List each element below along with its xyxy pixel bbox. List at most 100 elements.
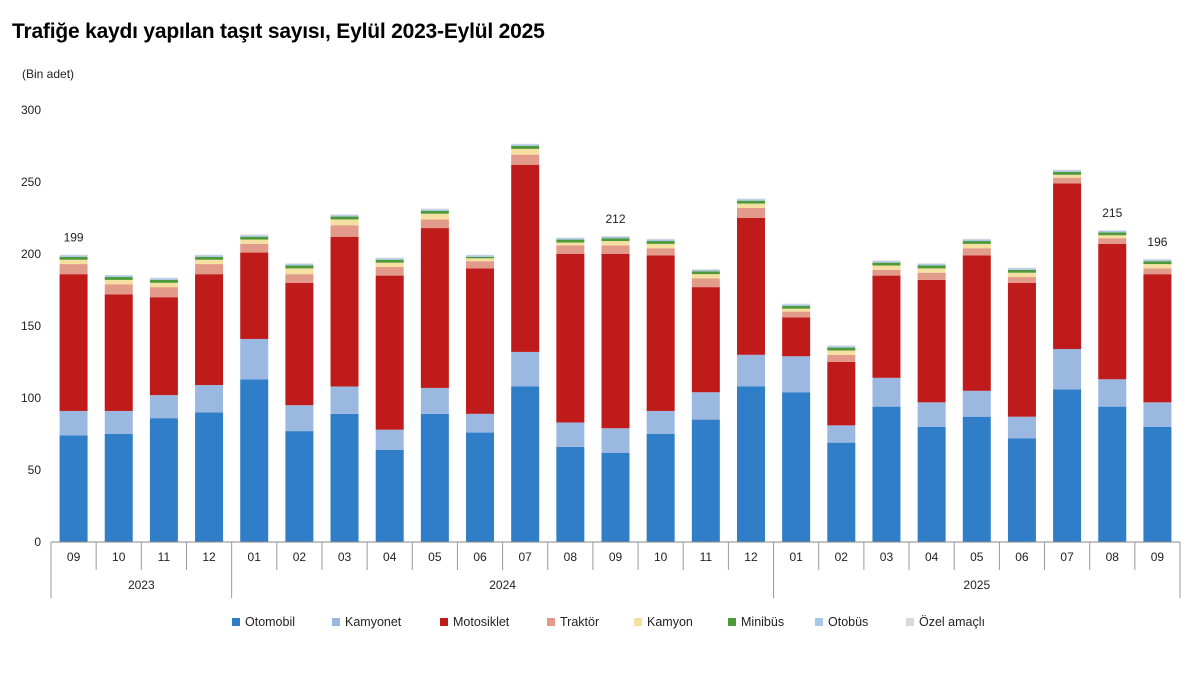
bar-segment--zel-ama-l- bbox=[782, 303, 811, 305]
bar-segment-minib-s bbox=[1007, 269, 1036, 273]
legend-label: Otomobil bbox=[245, 615, 296, 629]
legend-swatch bbox=[728, 618, 736, 626]
bar-segment-trakt-r bbox=[466, 261, 495, 269]
bar-segment-kamyonet bbox=[1143, 402, 1172, 427]
bar-segment-kamyon bbox=[782, 308, 811, 312]
bar-segment-kamyon bbox=[556, 242, 585, 246]
bar-segment--zel-ama-l- bbox=[827, 345, 856, 347]
x-tick-label: 11 bbox=[700, 550, 713, 564]
bar-segment-otob-s bbox=[736, 199, 765, 201]
bar-segment-motosiklet bbox=[782, 317, 811, 357]
bar-segment--zel-ama-l- bbox=[240, 234, 269, 236]
bar-segment-kamyonet bbox=[962, 390, 991, 417]
bar-segment-motosiklet bbox=[195, 274, 224, 386]
bar-segment-otomobil bbox=[420, 413, 449, 542]
bar-segment-kamyon bbox=[1053, 174, 1082, 178]
bar-segment-kamyonet bbox=[511, 351, 540, 387]
bar-segment-trakt-r bbox=[736, 207, 765, 218]
bar-segment-otob-s bbox=[1098, 230, 1127, 233]
legend-swatch bbox=[547, 618, 555, 626]
bar-segment-kamyonet bbox=[375, 429, 404, 450]
legend-swatch bbox=[906, 618, 914, 626]
bar-segment-minib-s bbox=[1098, 232, 1127, 236]
bar-segment-motosiklet bbox=[330, 236, 359, 387]
x-tick-label: 04 bbox=[383, 550, 397, 564]
bar-segment--zel-ama-l- bbox=[962, 238, 991, 240]
bar-segment-minib-s bbox=[782, 305, 811, 309]
bar-segment--zel-ama-l- bbox=[1053, 169, 1082, 171]
x-tick-label: 09 bbox=[1151, 550, 1165, 564]
bar-segment-trakt-r bbox=[1143, 268, 1172, 275]
bar-segment-otomobil bbox=[511, 386, 540, 542]
bar-segment-motosiklet bbox=[691, 287, 720, 393]
bar-segment-kamyon bbox=[285, 268, 314, 275]
bar-segment--zel-ama-l- bbox=[691, 269, 720, 270]
bar-segment--zel-ama-l- bbox=[646, 238, 675, 240]
bar-segment-minib-s bbox=[1143, 261, 1172, 265]
bar-segment--zel-ama-l- bbox=[601, 236, 630, 237]
x-tick-label: 07 bbox=[1060, 550, 1074, 564]
bar-segment-trakt-r bbox=[917, 272, 946, 280]
y-tick-label: 300 bbox=[21, 103, 41, 117]
bar-segment-kamyonet bbox=[736, 354, 765, 387]
legend-item: Kamyon bbox=[634, 615, 693, 629]
bar-segment-minib-s bbox=[691, 271, 720, 275]
bar-segment-otob-s bbox=[104, 275, 133, 278]
bar-segment-otomobil bbox=[782, 392, 811, 542]
bar-segment-otomobil bbox=[917, 426, 946, 542]
bar-segment-kamyonet bbox=[104, 410, 133, 434]
bar-segment-motosiklet bbox=[601, 254, 630, 429]
bar-segment-kamyonet bbox=[556, 422, 585, 447]
bar-segment-trakt-r bbox=[1007, 277, 1036, 283]
legend-label: Otobüs bbox=[828, 615, 869, 629]
bar-segment-kamyonet bbox=[330, 386, 359, 414]
bar-segment-kamyon bbox=[646, 243, 675, 249]
bar-segment-trakt-r bbox=[285, 274, 314, 283]
bar-segment-minib-s bbox=[149, 279, 178, 283]
bar-segment-otomobil bbox=[691, 419, 720, 542]
x-tick-label: 01 bbox=[789, 550, 803, 564]
bar-segment-otob-s bbox=[240, 235, 269, 237]
bar-segment-trakt-r bbox=[59, 264, 88, 275]
bar-segment-kamyon bbox=[1143, 264, 1172, 269]
bar-segment--zel-ama-l- bbox=[736, 198, 765, 200]
bar-segment-otomobil bbox=[240, 379, 269, 542]
x-tick-label: 06 bbox=[473, 550, 487, 564]
bar-segment-kamyon bbox=[691, 274, 720, 279]
bar-segment-minib-s bbox=[917, 265, 946, 269]
bar-segment-trakt-r bbox=[195, 264, 224, 275]
year-label: 2025 bbox=[963, 578, 990, 592]
bar-segment-otomobil bbox=[962, 416, 991, 542]
legend-item: Otomobil bbox=[232, 615, 295, 629]
bar-segment-trakt-r bbox=[511, 154, 540, 165]
x-tick-label: 02 bbox=[835, 550, 849, 564]
bar-segment-kamyonet bbox=[149, 395, 178, 419]
bar-segment--zel-ama-l- bbox=[466, 254, 495, 256]
bar-segment-otomobil bbox=[375, 449, 404, 542]
bar-segment-motosiklet bbox=[375, 275, 404, 430]
x-tick-label: 01 bbox=[248, 550, 262, 564]
bar-segment-otomobil bbox=[872, 406, 901, 542]
bar-segment-motosiklet bbox=[872, 275, 901, 378]
x-tick-label: 06 bbox=[1015, 550, 1029, 564]
bar-segment-otomobil bbox=[104, 434, 133, 542]
bar-segment-motosiklet bbox=[1098, 243, 1127, 380]
bar-segment-kamyon bbox=[59, 259, 88, 265]
bar-segment-otomobil bbox=[646, 434, 675, 542]
bar-segment-otob-s bbox=[556, 238, 585, 240]
legend-item: Traktör bbox=[547, 615, 599, 629]
bar-segment-kamyonet bbox=[466, 413, 495, 433]
x-tick-label: 04 bbox=[925, 550, 939, 564]
x-tick-label: 10 bbox=[112, 550, 126, 564]
bar-segment-otob-s bbox=[646, 239, 675, 242]
bar-segment-motosiklet bbox=[149, 297, 178, 396]
bar-segment-trakt-r bbox=[601, 245, 630, 254]
x-tick-label: 05 bbox=[970, 550, 984, 564]
bar-segment--zel-ama-l- bbox=[59, 254, 88, 256]
bar-segment-otob-s bbox=[1143, 259, 1172, 262]
total-annotation: 196 bbox=[1147, 235, 1167, 249]
bar-segment-trakt-r bbox=[330, 225, 359, 237]
bar-segment-minib-s bbox=[511, 146, 540, 149]
bar-segment-motosiklet bbox=[646, 255, 675, 411]
